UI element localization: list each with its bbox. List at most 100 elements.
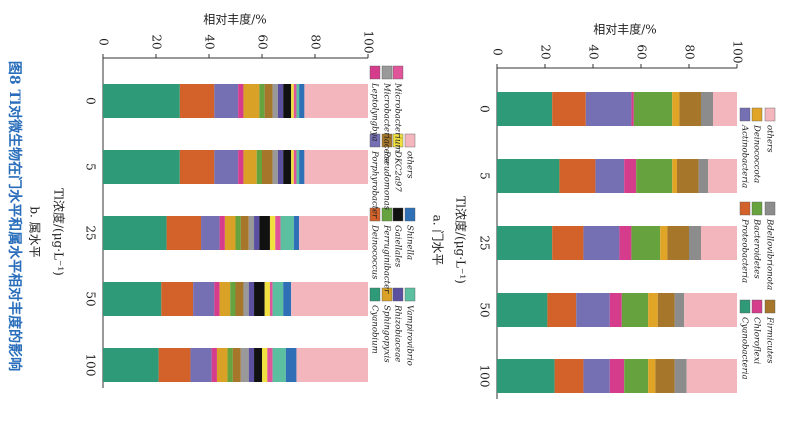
legend-swatch [392,65,404,80]
legend-label: DKC2a97 [393,150,403,192]
bar-segment [248,348,255,382]
legend-swatch [764,299,776,314]
bar-segment [264,282,270,316]
bar-segment [269,282,273,316]
bar-segment [679,92,701,126]
bar-segment [214,150,239,184]
x-tick-label: 60 [256,34,270,49]
bar-segment [304,150,368,184]
x-tick-label: 20 [539,44,553,59]
legend-label: Sphingopyxis [382,305,392,363]
legend-swatch [751,201,763,216]
bar-segment [677,159,699,193]
bar-segment [103,282,162,316]
bar-segment [285,348,297,382]
bar-segment [103,348,159,382]
bar-segment [238,84,244,118]
bar-segment [609,359,625,393]
bar-segment [272,150,278,184]
bar-segment [161,282,194,316]
bar-segment [497,293,548,327]
bar-segment [291,150,294,184]
x-tick-label: 20 [150,34,164,49]
legend-label: Microbacterium [393,82,403,152]
bar-segment [689,226,701,260]
x-tick-label: 60 [635,44,649,59]
bar-segment [552,92,586,126]
bar-segment [243,84,260,118]
bar-segment [262,150,273,184]
bar-segment [272,282,284,316]
bar-segment [219,282,231,316]
bar-segment [232,348,241,382]
bar-segment [636,159,673,193]
bar-segment [216,348,228,382]
chart-title: a. 门水平 [431,215,446,266]
bar-segment [547,293,577,327]
bar-segment [201,216,220,250]
bar-segment [595,159,625,193]
bar-segment [296,150,300,184]
bar-segment [585,92,632,126]
bar-segment [243,150,257,184]
bar-segment [179,150,215,184]
bar-segment [259,216,270,250]
y-tick-label: 50 [478,302,492,317]
bar-segment [633,92,673,126]
bar-segment [254,216,260,250]
legend-swatch [764,107,776,122]
bar-segment [240,216,249,250]
bar-segment [219,216,225,250]
bar-segment [238,150,244,184]
bar-segment [272,348,286,382]
y-tick-label: 0 [478,105,492,113]
bar-segment [158,348,191,382]
bar-segment [190,348,212,382]
y-tick-label: 5 [84,163,98,171]
y-axis-title: Tl浓度/(μg·L⁻¹) [454,196,469,284]
bar-segment [293,150,297,184]
bar-segment [299,84,305,118]
legend-label: Bacteroidetes [752,218,762,279]
chart-title: b. 属水平 [28,206,42,257]
legend-swatch [751,299,763,314]
bar-segment [701,92,713,126]
bar-segment [672,159,677,193]
x-tick-label: 40 [203,34,217,49]
bar-segment [619,226,632,260]
legend-swatch [392,133,404,148]
bar-segment [291,84,294,118]
legend-swatch [739,107,751,122]
legend-swatch [381,207,393,222]
legend-swatch [404,133,416,148]
bar-segment [667,226,689,260]
bar-segment [103,150,180,184]
legend-swatch [404,287,416,302]
bar-segment [240,348,249,382]
legend-swatch [381,133,393,148]
y-tick-label: 100 [84,354,98,377]
bar-segment [655,359,675,393]
y-tick-label: 100 [478,365,492,388]
bar-segment [576,293,610,327]
x-tick-label: 80 [309,34,323,49]
bar-segment [304,84,368,118]
legend-swatch [369,133,381,148]
bar-segment [631,226,661,260]
bar-segment [621,293,649,327]
bar-segment [497,159,560,193]
bar-segment [559,159,596,193]
bar-segment [624,159,637,193]
legend-swatch [369,207,381,222]
y-tick-label: 25 [84,225,98,240]
bar-segment [283,84,292,118]
bar-segment [583,226,620,260]
legend-swatch [369,287,381,302]
bar-segment [224,216,236,250]
bar-segment [698,159,709,193]
legend-swatch [739,201,751,216]
legend-label: Chloroflexi [752,317,762,364]
bar-segment [283,150,292,184]
bar-segment [277,150,284,184]
bar-segment [283,282,292,316]
